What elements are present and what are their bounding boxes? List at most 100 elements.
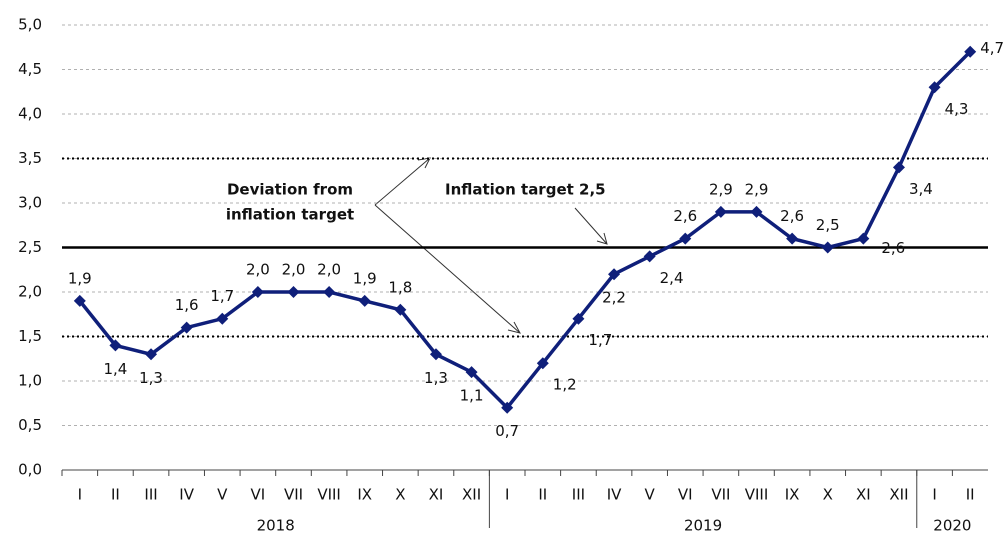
x-tick-label: VI [251,486,266,504]
group-label: 2018 [257,517,295,535]
y-tick-label: 3,0 [18,194,42,212]
x-tick-label: XII [462,486,481,504]
marker [465,366,478,379]
data-label: 1,9 [353,269,377,287]
data-label: 2,2 [602,289,626,307]
x-tick-label: VII [711,486,730,504]
arrow [374,204,521,334]
data-label: 2,6 [673,207,697,225]
group-label: 2019 [684,517,722,535]
marker [216,312,229,325]
data-label: 1,3 [424,369,448,387]
x-tick-label: III [572,486,585,504]
data-label: 1,1 [460,387,484,405]
x-tick-label: VIII [317,486,341,504]
marker [892,161,905,174]
x-tick-label: II [111,486,120,504]
x-tick-label: I [505,486,509,504]
marker [821,241,834,254]
marker [750,205,763,218]
marker [394,303,407,316]
x-tick-label: VIII [745,486,769,504]
x-tick-label: XI [429,486,444,504]
series-line [78,50,972,411]
data-label: 1,8 [388,278,412,296]
marker [323,286,336,298]
data-label: 2,6 [780,207,804,225]
y-tick-label: 1,0 [18,372,42,390]
data-label: 2,0 [246,261,270,279]
x-tick-label: V [645,486,656,504]
marker [786,232,799,245]
marker [180,321,193,334]
data-label: 2,9 [709,180,733,198]
x-tick-label: VII [284,486,303,504]
marker [536,357,549,370]
marker [928,81,941,94]
y-tick-label: 3,5 [18,149,42,167]
annotation: Inflation target 2,5 [445,181,606,199]
x-tick-label: XII [889,486,908,504]
marker [73,294,86,307]
x-tick-label: IV [607,486,622,504]
data-label: 1,3 [139,369,163,387]
marker [145,348,158,361]
x-tick-label: VI [678,486,693,504]
x-tick-label: IV [179,486,194,504]
x-tick-label: IX [357,486,372,504]
data-label: 2,0 [317,261,341,279]
marker [429,348,442,361]
x-tick-label: XI [856,486,871,504]
data-label: 2,5 [816,216,840,234]
y-tick-label: 2,0 [18,283,42,301]
marker [251,286,264,298]
data-label: 3,4 [909,180,933,198]
annotation: Deviation from [227,181,353,199]
marker [287,286,300,298]
data-label: 4,3 [945,100,969,118]
x-tick-label: II [538,486,547,504]
arrow [374,157,431,206]
data-label: 1,9 [68,269,92,287]
x-tick-label: V [217,486,228,504]
y-tick-label: 4,5 [18,60,42,78]
data-label: 0,7 [495,422,519,440]
arrow [574,207,608,245]
x-tick-label: IX [785,486,800,504]
y-tick-label: 0,5 [18,416,42,434]
x-tick-label: III [144,486,157,504]
marker [501,401,514,414]
y-tick-label: 4,0 [18,105,42,123]
data-label: 2,0 [282,261,306,279]
x-tick-label: X [395,486,405,504]
data-label: 2,4 [660,269,684,287]
x-tick-label: I [932,486,936,504]
marker [714,205,727,218]
marker [572,312,585,325]
y-tick-label: 5,0 [18,16,42,34]
data-label: 1,7 [588,331,612,349]
y-tick-label: 0,0 [18,461,42,479]
data-label: 2,6 [881,239,905,257]
data-label: 1,4 [103,360,127,378]
marker [358,294,371,307]
annotation: inflation target [226,206,354,224]
data-label: 4,7 [980,39,1004,57]
y-tick-label: 2,5 [18,238,42,256]
data-label: 2,9 [745,180,769,198]
marker [608,268,621,281]
x-tick-label: X [823,486,833,504]
marker [679,232,692,245]
marker [643,250,656,263]
data-label: 1,2 [553,376,577,394]
group-label: 2020 [933,517,971,535]
x-tick-label: II [966,486,975,504]
data-label: 1,6 [175,296,199,314]
marker [109,339,122,352]
marker [857,232,870,245]
data-label: 1,7 [210,287,234,305]
x-tick-label: I [78,486,82,504]
marker [964,45,977,58]
y-tick-label: 1,5 [18,327,42,345]
